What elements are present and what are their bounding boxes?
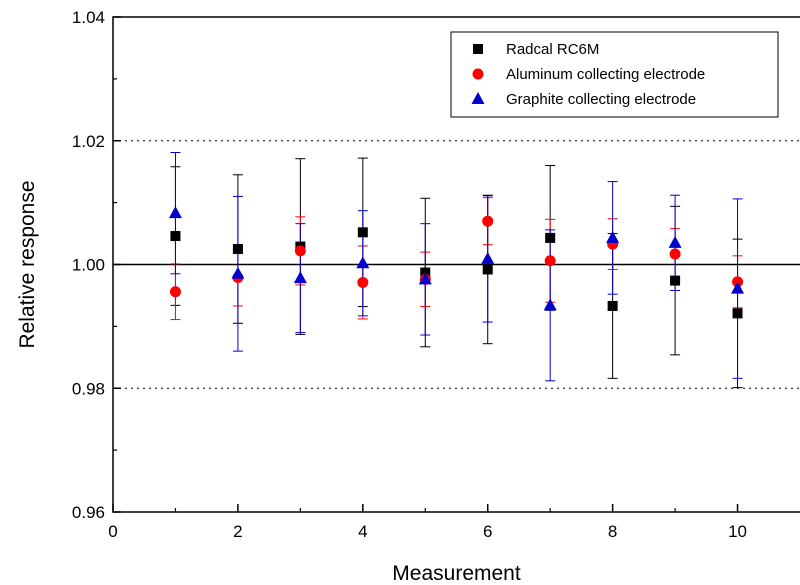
data-markers bbox=[168, 206, 745, 319]
triangle-marker bbox=[481, 251, 495, 264]
y-axis-ticks: 0.96 0.98 1.00 1.02 1.04 bbox=[72, 8, 121, 522]
circle-marker bbox=[544, 255, 556, 267]
x-tick-label: 8 bbox=[608, 522, 617, 541]
x-axis-ticks: 0 2 4 6 8 10 bbox=[108, 504, 747, 541]
square-marker bbox=[170, 231, 181, 242]
legend-circle-marker bbox=[472, 68, 484, 80]
circle-marker bbox=[294, 245, 306, 257]
square-marker bbox=[607, 300, 618, 311]
circle-marker bbox=[169, 286, 181, 298]
triangle-marker bbox=[168, 206, 182, 219]
legend-label: Graphite collecting electrode bbox=[506, 91, 696, 108]
triangle-marker bbox=[543, 298, 557, 311]
legend: Radcal RC6M Aluminum collecting electrode… bbox=[450, 31, 779, 118]
circle-marker bbox=[482, 215, 494, 227]
square-marker bbox=[232, 244, 243, 255]
circle-marker bbox=[357, 276, 369, 288]
circle-marker bbox=[669, 248, 681, 260]
legend-label: Radcal RC6M bbox=[506, 41, 599, 58]
legend-label: Aluminum collecting electrode bbox=[506, 66, 705, 83]
y-tick-label: 1.04 bbox=[72, 8, 105, 27]
triangle-marker bbox=[606, 230, 620, 243]
triangle-marker bbox=[356, 256, 370, 269]
square-marker bbox=[670, 275, 681, 286]
legend-box bbox=[450, 31, 779, 118]
x-tick-label: 2 bbox=[233, 522, 242, 541]
legend-triangle-marker bbox=[471, 92, 485, 104]
dotted-gridlines bbox=[113, 140, 800, 389]
y-tick-label: 1.00 bbox=[72, 256, 105, 275]
error-bars bbox=[170, 152, 743, 389]
square-marker bbox=[545, 232, 556, 243]
x-tick-label: 4 bbox=[358, 522, 367, 541]
triangle-marker bbox=[731, 281, 745, 294]
square-marker bbox=[357, 227, 368, 238]
y-axis-title: Relative response bbox=[16, 180, 39, 348]
triangle-marker bbox=[293, 271, 307, 284]
y-tick-label: 0.98 bbox=[72, 379, 105, 398]
square-marker bbox=[732, 308, 743, 319]
triangle-marker bbox=[668, 235, 682, 248]
x-tick-label: 6 bbox=[483, 522, 492, 541]
x-tick-label: 10 bbox=[728, 522, 747, 541]
triangle-marker bbox=[418, 272, 432, 285]
x-axis-title: Measurement bbox=[392, 562, 521, 585]
y-tick-label: 1.02 bbox=[72, 132, 105, 151]
y-tick-label: 0.96 bbox=[72, 503, 105, 522]
x-tick-label: 0 bbox=[108, 522, 117, 541]
square-marker bbox=[482, 264, 493, 275]
legend-square-marker bbox=[473, 44, 483, 54]
triangle-marker bbox=[231, 266, 245, 279]
